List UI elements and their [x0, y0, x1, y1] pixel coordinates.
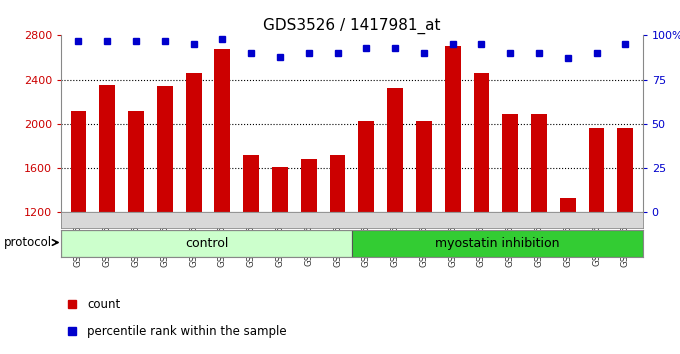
- Bar: [531, 114, 547, 212]
- Bar: [617, 128, 633, 212]
- Text: percentile rank within the sample: percentile rank within the sample: [87, 325, 287, 338]
- Title: GDS3526 / 1417981_at: GDS3526 / 1417981_at: [263, 18, 441, 34]
- Bar: [157, 86, 173, 212]
- Bar: [214, 48, 231, 212]
- Bar: [445, 46, 460, 212]
- Bar: [330, 155, 345, 212]
- Bar: [560, 198, 576, 212]
- Bar: [416, 121, 432, 212]
- Bar: [243, 155, 259, 212]
- Bar: [473, 73, 490, 212]
- Bar: [387, 88, 403, 212]
- Text: myostatin inhibition: myostatin inhibition: [435, 237, 560, 250]
- Text: count: count: [87, 298, 120, 311]
- Bar: [128, 110, 144, 212]
- Bar: [99, 85, 115, 212]
- Bar: [503, 114, 518, 212]
- Bar: [589, 128, 605, 212]
- Bar: [352, 230, 643, 257]
- Bar: [358, 121, 374, 212]
- Bar: [61, 230, 352, 257]
- Text: control: control: [185, 237, 228, 250]
- Bar: [301, 159, 317, 212]
- Text: protocol: protocol: [3, 236, 52, 249]
- Bar: [71, 110, 86, 212]
- Bar: [186, 73, 201, 212]
- Bar: [272, 167, 288, 212]
